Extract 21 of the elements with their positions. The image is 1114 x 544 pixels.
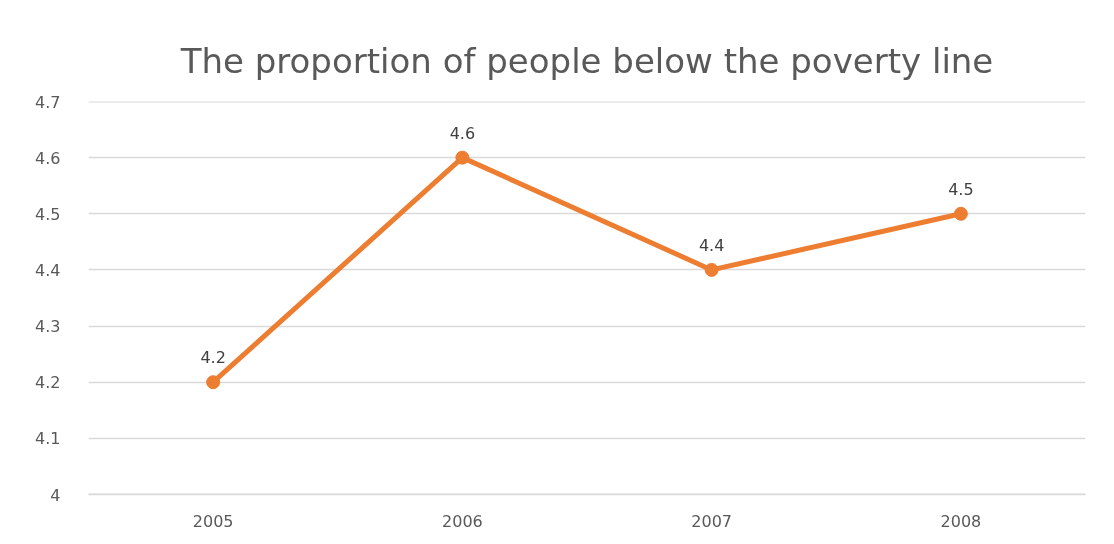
point <box>206 375 221 390</box>
y-tick-label: 4.4 <box>35 260 61 280</box>
point <box>455 150 470 165</box>
y-tick-label: 4.2 <box>35 373 61 393</box>
point <box>953 206 968 221</box>
x-tick-label: 2006 <box>442 511 483 531</box>
x-tick-label: 2007 <box>691 511 732 531</box>
data-label: 4.6 <box>449 123 476 143</box>
y-tick-label: 4.6 <box>35 148 61 168</box>
point <box>704 262 719 277</box>
y-tick-label: 4.7 <box>35 92 61 112</box>
y-tick-label: 4.1 <box>35 429 61 449</box>
y-tick-label: 4.3 <box>35 317 61 337</box>
x-tick-label: 2008 <box>940 511 982 531</box>
y-tick-label: 4.5 <box>35 204 61 224</box>
x-tick-label: 2005 <box>192 511 234 531</box>
data-label: 4.5 <box>948 179 974 199</box>
chart-title: The proportion of people below the poverty line <box>179 40 994 81</box>
data-label: 4.2 <box>200 348 226 368</box>
y-tick-label: 4 <box>50 485 61 505</box>
data-label: 4.4 <box>698 235 725 255</box>
